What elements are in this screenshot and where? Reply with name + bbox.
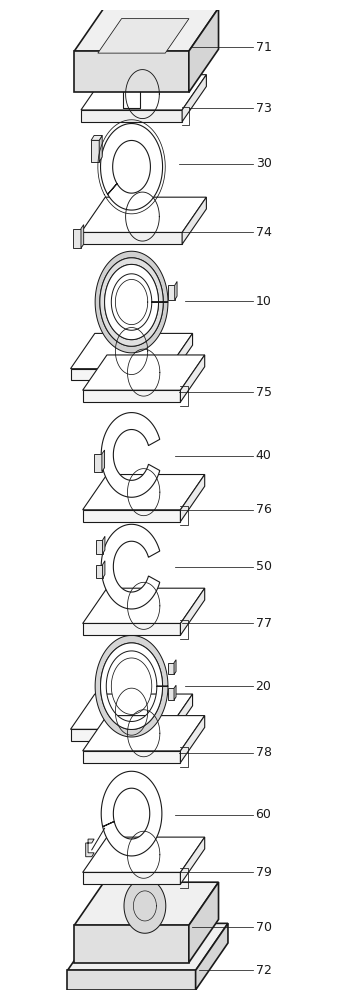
- Polygon shape: [189, 8, 218, 92]
- Text: 10: 10: [256, 295, 271, 308]
- Polygon shape: [83, 623, 180, 635]
- Polygon shape: [182, 75, 206, 122]
- Polygon shape: [73, 229, 81, 248]
- Text: 79: 79: [256, 866, 271, 879]
- Polygon shape: [83, 510, 180, 522]
- Polygon shape: [95, 251, 168, 353]
- Polygon shape: [74, 8, 218, 51]
- Polygon shape: [83, 716, 205, 751]
- Polygon shape: [180, 475, 205, 522]
- Polygon shape: [96, 565, 103, 578]
- Polygon shape: [95, 454, 102, 472]
- Text: 20: 20: [256, 680, 271, 693]
- Polygon shape: [168, 663, 174, 674]
- Polygon shape: [100, 124, 163, 210]
- Text: 78: 78: [256, 746, 272, 759]
- Text: 60: 60: [256, 808, 271, 821]
- Polygon shape: [182, 197, 206, 244]
- Polygon shape: [67, 970, 196, 990]
- Polygon shape: [83, 837, 205, 872]
- Polygon shape: [196, 923, 228, 990]
- Text: 77: 77: [256, 617, 272, 630]
- Polygon shape: [91, 135, 102, 140]
- Polygon shape: [105, 264, 159, 340]
- Polygon shape: [83, 355, 205, 390]
- Polygon shape: [101, 413, 160, 497]
- Polygon shape: [168, 333, 193, 380]
- Polygon shape: [103, 536, 105, 554]
- Polygon shape: [83, 872, 180, 884]
- Polygon shape: [83, 751, 180, 763]
- Polygon shape: [168, 688, 174, 700]
- Polygon shape: [74, 882, 218, 925]
- Text: 40: 40: [256, 449, 271, 462]
- Text: 71: 71: [256, 41, 271, 54]
- Polygon shape: [180, 716, 205, 763]
- Text: 73: 73: [256, 102, 271, 114]
- Text: 74: 74: [256, 226, 271, 239]
- Polygon shape: [71, 694, 193, 729]
- Polygon shape: [81, 110, 182, 122]
- Polygon shape: [67, 923, 228, 970]
- Polygon shape: [81, 225, 84, 248]
- Polygon shape: [180, 837, 205, 884]
- Polygon shape: [174, 660, 176, 674]
- Polygon shape: [71, 369, 168, 380]
- Polygon shape: [96, 540, 103, 554]
- Polygon shape: [124, 879, 166, 933]
- Polygon shape: [175, 281, 177, 300]
- Text: 76: 76: [256, 503, 271, 516]
- Polygon shape: [180, 588, 205, 635]
- Polygon shape: [103, 561, 105, 578]
- Polygon shape: [74, 925, 189, 963]
- Polygon shape: [71, 729, 168, 741]
- Polygon shape: [168, 285, 175, 300]
- Polygon shape: [111, 658, 152, 714]
- Text: 75: 75: [256, 386, 272, 399]
- Polygon shape: [71, 333, 193, 369]
- Polygon shape: [86, 839, 94, 857]
- Polygon shape: [83, 475, 205, 510]
- Polygon shape: [174, 685, 176, 700]
- Text: 72: 72: [256, 964, 271, 977]
- Polygon shape: [81, 197, 206, 232]
- Text: 30: 30: [256, 157, 271, 170]
- Polygon shape: [168, 694, 193, 741]
- Polygon shape: [102, 450, 105, 472]
- Polygon shape: [180, 355, 205, 402]
- Polygon shape: [101, 771, 162, 856]
- Polygon shape: [99, 135, 102, 162]
- Polygon shape: [74, 51, 189, 92]
- Polygon shape: [95, 635, 168, 737]
- Polygon shape: [81, 232, 182, 244]
- Polygon shape: [100, 258, 163, 346]
- Polygon shape: [189, 882, 218, 963]
- Text: 50: 50: [256, 560, 272, 573]
- Polygon shape: [81, 75, 206, 110]
- Polygon shape: [98, 19, 189, 53]
- Polygon shape: [83, 588, 205, 623]
- Text: 70: 70: [256, 921, 272, 934]
- Polygon shape: [101, 524, 160, 609]
- Polygon shape: [91, 140, 99, 162]
- Polygon shape: [100, 643, 163, 729]
- Polygon shape: [83, 390, 180, 402]
